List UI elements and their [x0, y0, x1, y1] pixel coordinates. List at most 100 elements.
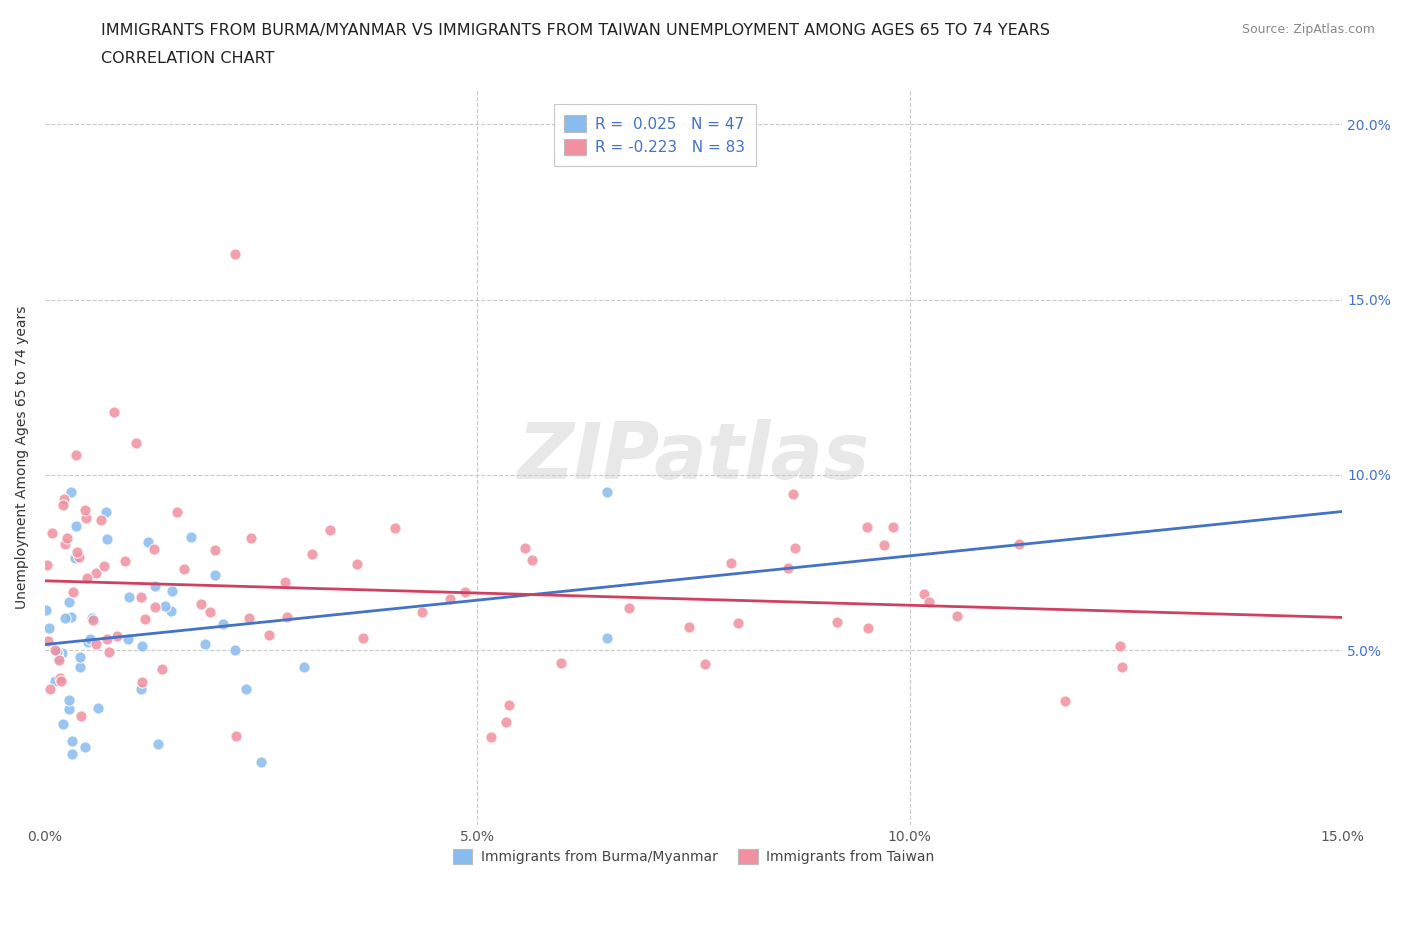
Point [117, 631, 139, 646]
Point [173, 562, 195, 577]
Point [190, 597, 212, 612]
Point [150, 661, 173, 676]
Point [855, 520, 877, 535]
Point [96, 531, 118, 546]
Point [58, 693, 80, 708]
Point [596, 485, 619, 499]
Point [63, 551, 86, 565]
Point [66, 545, 89, 560]
Point [678, 619, 700, 634]
Text: Source: ZipAtlas.com: Source: ZipAtlas.com [1241, 23, 1375, 36]
Point [1109, 639, 1132, 654]
Point [37, 633, 59, 648]
Point [65, 519, 87, 534]
Point [67, 550, 90, 565]
Point [46, 650, 69, 665]
Point [160, 604, 183, 618]
Point [204, 542, 226, 557]
Point [44, 643, 66, 658]
Point [38, 620, 60, 635]
Point [204, 567, 226, 582]
Point [1008, 537, 1031, 551]
Point [454, 584, 477, 599]
Point [301, 547, 323, 562]
Point [125, 436, 148, 451]
Point [825, 614, 848, 629]
Point [59, 609, 82, 624]
Point [131, 675, 153, 690]
Point [785, 540, 807, 555]
Point [39, 682, 62, 697]
Point [80, 611, 103, 626]
Point [41, 525, 63, 540]
Point [48, 652, 70, 667]
Point [86, 565, 108, 580]
Point [35, 603, 58, 618]
Point [520, 553, 543, 568]
Point [53, 610, 76, 625]
Point [60, 734, 83, 749]
Point [146, 737, 169, 751]
Point [1111, 659, 1133, 674]
Point [776, 561, 799, 576]
Point [873, 538, 896, 552]
Point [103, 405, 125, 419]
Point [45, 644, 67, 659]
Point [225, 729, 247, 744]
Point [274, 575, 297, 590]
Point [114, 553, 136, 568]
Point [77, 634, 100, 649]
Legend: Immigrants from Burma/Myanmar, Immigrants from Taiwan: Immigrants from Burma/Myanmar, Immigrant… [447, 844, 941, 870]
Point [240, 530, 263, 545]
Point [90, 512, 112, 527]
Point [69, 649, 91, 664]
Point [162, 583, 184, 598]
Point [97, 644, 120, 659]
Point [52, 498, 75, 512]
Point [65, 447, 87, 462]
Point [693, 657, 716, 671]
Point [44, 674, 66, 689]
Point [235, 682, 257, 697]
Point [180, 529, 202, 544]
Point [1054, 693, 1077, 708]
Point [56, 531, 79, 546]
Point [138, 534, 160, 549]
Point [479, 730, 502, 745]
Point [134, 612, 156, 627]
Point [118, 590, 141, 604]
Point [515, 540, 537, 555]
Point [142, 542, 165, 557]
Point [73, 739, 96, 754]
Point [76, 570, 98, 585]
Point [49, 671, 72, 685]
Point [782, 486, 804, 501]
Point [143, 578, 166, 593]
Point [45, 645, 67, 660]
Point [856, 621, 879, 636]
Point [49, 673, 72, 688]
Point [75, 512, 97, 526]
Point [946, 609, 969, 624]
Point [411, 604, 433, 619]
Point [352, 631, 374, 645]
Point [62, 584, 84, 599]
Point [238, 611, 260, 626]
Point [198, 604, 221, 619]
Point [550, 656, 572, 671]
Point [52, 492, 75, 507]
Point [914, 587, 936, 602]
Point [82, 612, 104, 627]
Point [131, 639, 153, 654]
Point [84, 636, 107, 651]
Text: CORRELATION CHART: CORRELATION CHART [101, 51, 274, 66]
Point [212, 617, 235, 631]
Point [75, 502, 97, 517]
Point [69, 659, 91, 674]
Text: IMMIGRANTS FROM BURMA/MYANMAR VS IMMIGRANTS FROM TAIWAN UNEMPLOYMENT AMONG AGES : IMMIGRANTS FROM BURMA/MYANMAR VS IMMIGRA… [101, 23, 1050, 38]
Point [166, 504, 188, 519]
Point [384, 521, 406, 536]
Point [87, 700, 110, 715]
Y-axis label: Unemployment Among Ages 65 to 74 years: Unemployment Among Ages 65 to 74 years [15, 306, 30, 609]
Text: ZIPatlas: ZIPatlas [517, 419, 870, 496]
